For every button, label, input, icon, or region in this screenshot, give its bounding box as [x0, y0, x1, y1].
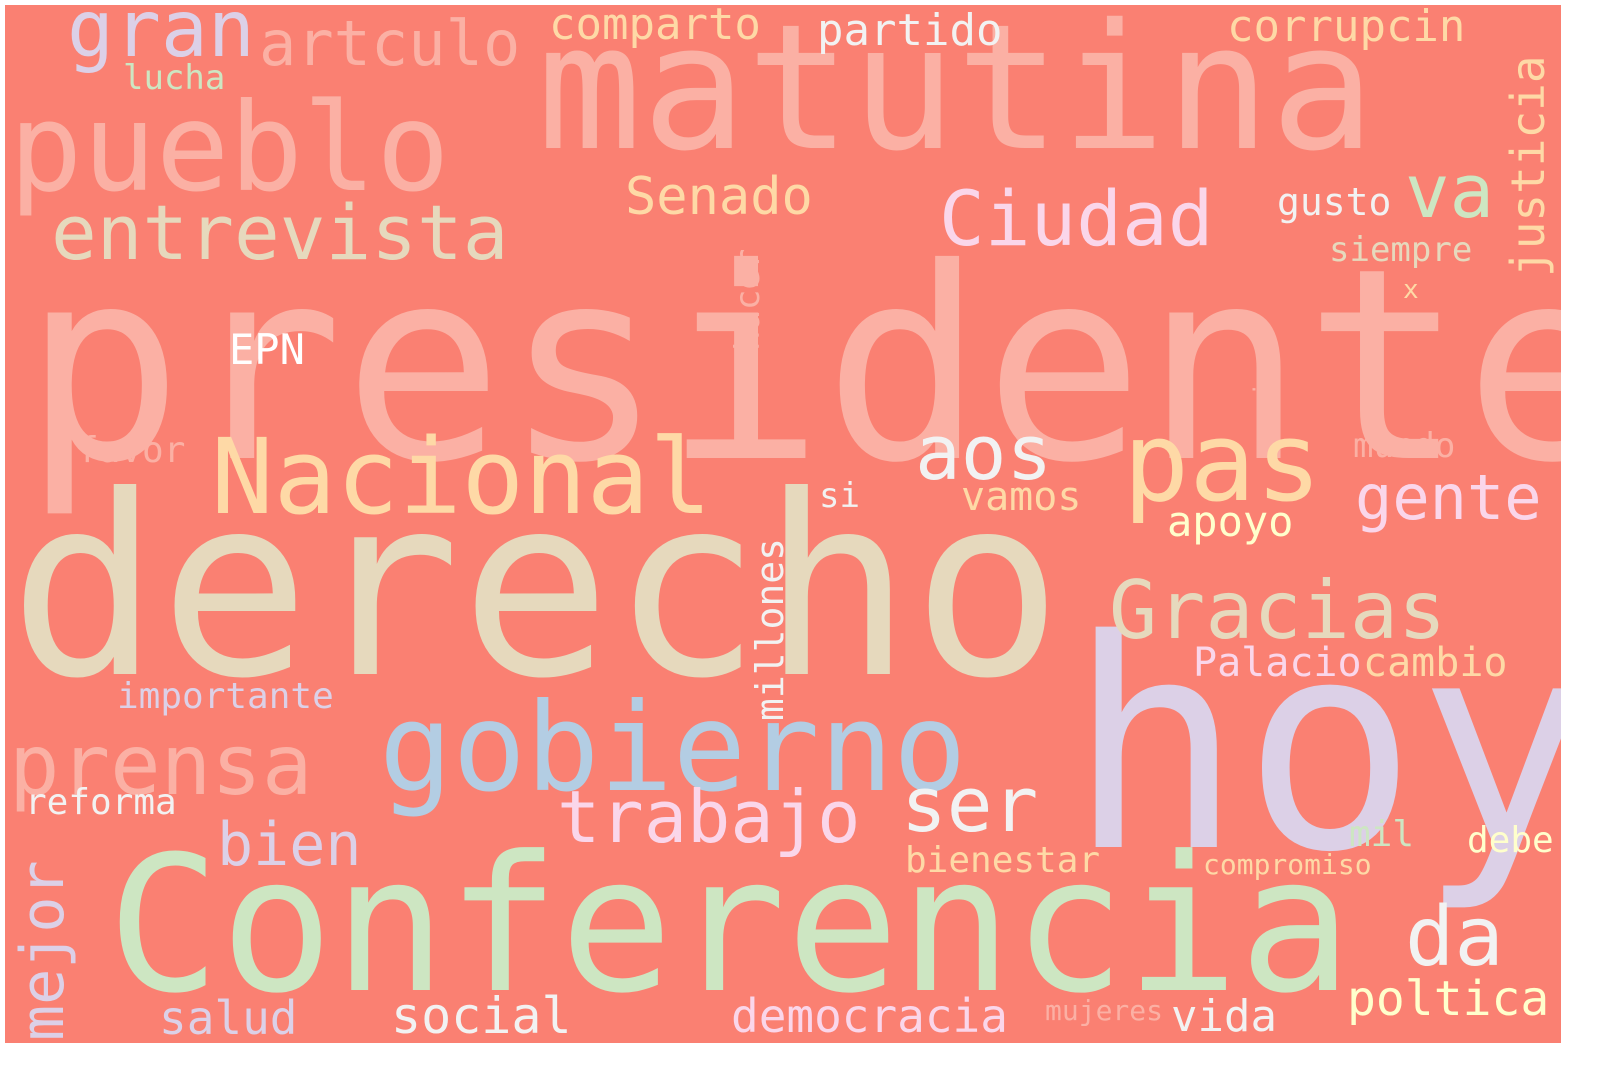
- word-va: va: [1405, 149, 1495, 235]
- word-si: si: [819, 476, 860, 516]
- word-importante: importante: [117, 676, 334, 717]
- word-da: da: [1405, 890, 1504, 985]
- word-pueblo: pueblo: [9, 77, 450, 219]
- word-vamos: vamos: [961, 474, 1082, 520]
- word-mujeres: mujeres: [1045, 994, 1164, 1027]
- word-gobierno: gobierno: [379, 677, 967, 819]
- word-poltica: poltica: [1347, 971, 1550, 1027]
- word-artculo: artculo: [259, 7, 521, 80]
- word-senado: Senado: [625, 167, 813, 227]
- word-lucha: lucha: [123, 58, 226, 98]
- word-conferencia: Conferencia: [107, 816, 1353, 1035]
- word-presidente: presidente: [23, 211, 1561, 521]
- word-gente: gente: [1355, 461, 1542, 534]
- word-x: x: [1403, 275, 1419, 305]
- word-reforma: reforma: [25, 782, 177, 823]
- word-cloud: presidente derecho hoy Conferencia matut…: [5, 5, 1561, 1043]
- word-justicia: justicia: [1501, 55, 1555, 277]
- word-ser: ser: [901, 760, 1039, 849]
- word-epn: EPN: [229, 325, 305, 374]
- word-prensa: prensa: [9, 716, 313, 814]
- word-nacional: Nacional: [211, 416, 712, 538]
- word-mundo: mundo: [1353, 426, 1456, 466]
- word-corrupcin: corrupcin: [1227, 5, 1466, 52]
- word-trabajo: trabajo: [557, 775, 861, 859]
- word-vida: vida: [1171, 991, 1277, 1042]
- word-democracia: democracia: [731, 989, 1008, 1043]
- word-gracias: Gracias: [1109, 564, 1447, 657]
- word-pas: pas: [1123, 398, 1322, 526]
- word-gusto: gusto: [1277, 180, 1392, 224]
- word-partido: partido: [817, 5, 1003, 56]
- word-bienestar: bienestar: [905, 840, 1101, 881]
- word-social: social: [391, 987, 572, 1043]
- word-derecho: derecho: [9, 442, 1063, 733]
- word-vivo: vivo: [1249, 350, 1279, 413]
- word-hacer: hacer: [728, 248, 768, 351]
- word-mil: mil: [1349, 814, 1415, 855]
- word-hoy: hoy: [1068, 579, 1561, 916]
- word-aos: aos: [915, 408, 1053, 497]
- word-bien: bien: [217, 810, 362, 880]
- word-cambio: cambio: [1363, 640, 1508, 686]
- word-mejor: mejor: [8, 860, 78, 1041]
- word-salud: salud: [159, 991, 298, 1043]
- word-millones: millones: [748, 537, 792, 721]
- word-favor: favor: [77, 430, 186, 471]
- word-gran: gran: [67, 5, 255, 75]
- word-compromiso: compromiso: [1203, 848, 1372, 881]
- word-palacio: Palacio: [1193, 640, 1362, 686]
- word-debe: debe: [1467, 820, 1554, 861]
- word-matutina: matutina: [537, 5, 1376, 190]
- word-comparto: comparto: [549, 5, 761, 50]
- word-entrevista: entrevista: [51, 188, 509, 277]
- word-siempre: siempre: [1329, 230, 1473, 270]
- word-apoyo: apoyo: [1167, 497, 1294, 546]
- word-ciudad: Ciudad: [939, 174, 1214, 263]
